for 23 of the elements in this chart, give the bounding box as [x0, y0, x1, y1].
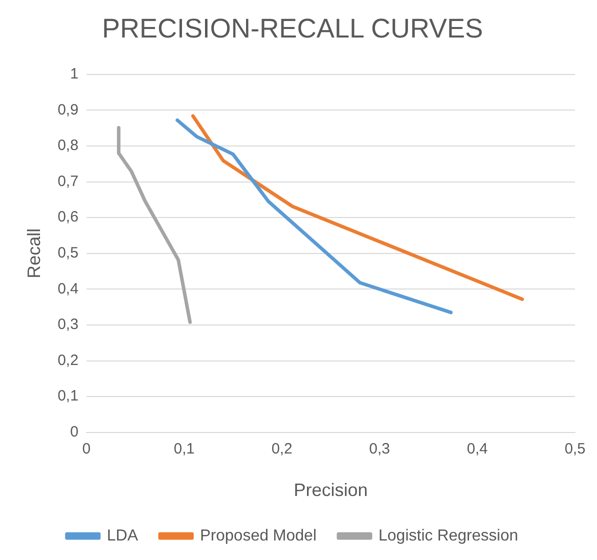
legend-label: Logistic Regression — [378, 527, 518, 544]
y-tick-label: 1 — [70, 66, 78, 83]
y-tick-label: 0 — [70, 424, 78, 441]
x-tick-label: 0,1 — [174, 440, 195, 458]
y-tick-label: 0,3 — [58, 316, 78, 334]
legend-label: LDA — [106, 527, 138, 544]
x-tick-label: 0,4 — [466, 440, 488, 458]
y-tick-label: 0,8 — [58, 137, 78, 154]
y-tick-label: 0,1 — [58, 388, 78, 405]
y-tick-label: 0,5 — [58, 244, 78, 262]
x-tick-label: 0 — [82, 440, 91, 458]
x-tick-label: 0,5 — [564, 440, 586, 458]
y-tick-label: 0,7 — [58, 172, 78, 190]
chart-title: PRECISION-RECALL CURVES — [102, 14, 484, 44]
x-tick-label: 0,3 — [369, 440, 390, 458]
y-tick-label: 0,4 — [58, 280, 78, 298]
y-tick-label: 0,6 — [58, 208, 78, 226]
legend-label: Proposed Model — [200, 527, 317, 544]
y-tick-label: 0,2 — [58, 352, 78, 369]
y-tick-label: 0,9 — [58, 101, 78, 118]
x-axis-title: Precision — [294, 480, 368, 500]
y-axis-title: Recall — [24, 228, 44, 278]
x-tick-label: 0,2 — [271, 440, 292, 458]
